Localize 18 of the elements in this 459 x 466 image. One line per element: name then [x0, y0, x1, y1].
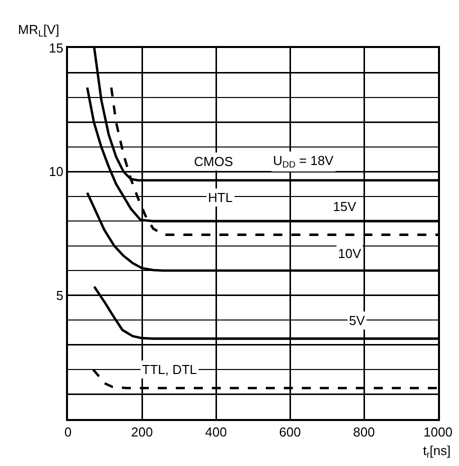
y-tick-label: 10 — [48, 164, 64, 180]
annotation: 10V — [338, 246, 362, 261]
x-tick-label: 400 — [205, 424, 227, 440]
annotation: 15V — [333, 199, 356, 214]
x-tick-label: 600 — [279, 424, 301, 440]
x-tick-label: 0 — [64, 424, 72, 440]
x-tick-label: 800 — [353, 424, 375, 440]
x-tick-label: 200 — [131, 424, 153, 440]
annotation: 5V — [349, 313, 366, 328]
x-axis-title: t$_{r}$[ns] — [423, 443, 451, 460]
annotation: TTL, DTL — [142, 362, 197, 377]
y-tick-label: 5 — [56, 288, 64, 303]
annotation: HTL — [208, 190, 233, 205]
y-axis-title: MR$_{L}$[V] — [18, 22, 60, 39]
x-tick-label: 1000 — [424, 424, 452, 440]
y-tick-label: 15 — [48, 40, 64, 56]
annotation: U$_{DD}$ = 18V — [273, 153, 334, 170]
annotation: CMOS — [194, 154, 234, 169]
